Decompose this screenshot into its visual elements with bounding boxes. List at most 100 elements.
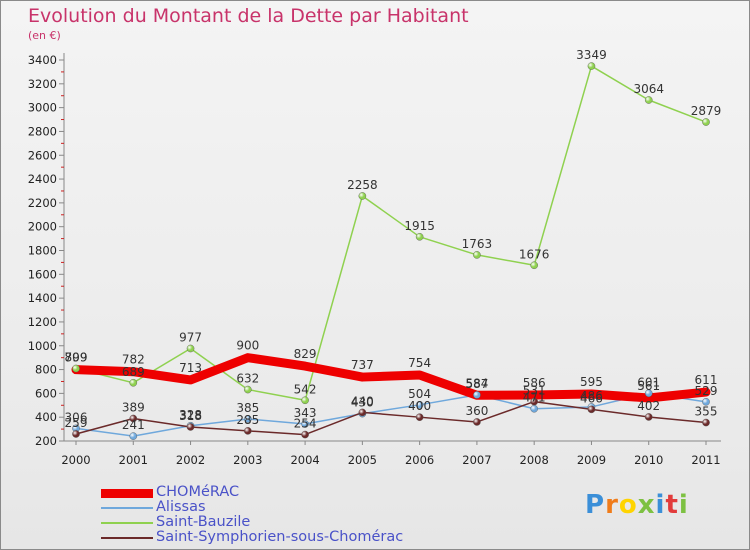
data-label: 440: [351, 394, 374, 408]
data-point: [702, 418, 710, 427]
data-label: 1676: [519, 247, 550, 261]
series-line-0: [71, 353, 711, 403]
y-tick-label: 2200: [28, 196, 57, 210]
legend-swatch: [101, 522, 153, 524]
data-point: [129, 414, 138, 423]
data-point: [301, 430, 309, 439]
y-tick-label: 3400: [28, 53, 57, 67]
x-tick-label: 2002: [176, 453, 205, 467]
data-point: [358, 408, 367, 417]
data-label: 466: [580, 391, 603, 405]
y-tick-label: 2000: [28, 220, 57, 234]
logo-letter: x: [637, 490, 656, 520]
data-label: 2879: [691, 104, 722, 118]
logo-letter: t: [665, 490, 679, 520]
data-point: [244, 427, 252, 435]
data-label: 400: [408, 399, 431, 413]
data-point: [129, 378, 138, 387]
data-point: [702, 398, 710, 406]
data-point: [415, 401, 424, 409]
series-data-labels: 809 689 977 632 542 2258 1915 1763 1676 3349 3064 2…: [65, 48, 722, 432]
legend-label: Alissas: [156, 499, 206, 515]
data-label: 430: [351, 396, 374, 410]
logo-letter: o: [618, 490, 638, 520]
data-label: 782: [122, 353, 145, 367]
series-line-1: [75, 392, 707, 437]
data-label: 595: [580, 375, 603, 389]
legend-swatch: [101, 507, 153, 509]
data-label: 402: [637, 399, 660, 413]
y-tick-label: 3000: [28, 101, 57, 115]
data-point: [644, 389, 653, 398]
y-tick-label: 1600: [28, 267, 57, 281]
data-label: 306: [65, 410, 88, 424]
x-tick-label: 2010: [634, 453, 663, 467]
data-label: 1763: [462, 237, 493, 251]
legend-label: Saint-Symphorien-sous-Chomérac: [156, 529, 404, 545]
y-tick-label: 1200: [28, 315, 57, 329]
x-tick-label: 2001: [119, 453, 148, 467]
x-tick-label: 2003: [233, 453, 262, 467]
y-tick-label: 3200: [28, 77, 57, 91]
chart-axes: 200 400 600 800 1000 1200 1400 1600 1800 2000 2200…: [28, 53, 721, 467]
y-tick-label: 1800: [28, 244, 57, 258]
logo-letter: i: [678, 490, 689, 520]
data-label: 1915: [404, 219, 435, 233]
proxiti-logo: Proxiti: [585, 490, 689, 520]
data-point: [473, 391, 481, 399]
series-lines: [71, 65, 711, 437]
data-point: [473, 418, 481, 426]
data-label: 360: [465, 404, 488, 418]
chart-unit-label: (en €): [28, 29, 61, 42]
data-label: 713: [179, 361, 202, 375]
data-label: 586: [523, 376, 546, 390]
data-point: [186, 423, 195, 431]
data-label: 531: [523, 384, 546, 398]
legend-label: Saint-Bauzile: [156, 514, 251, 530]
logo-letter: r: [605, 490, 619, 520]
data-point: [358, 192, 367, 200]
data-label: 601: [637, 375, 660, 389]
data-point: [644, 96, 653, 104]
data-label: 829: [294, 347, 317, 361]
legend-swatch: [101, 537, 153, 539]
data-label: 584: [465, 376, 488, 390]
x-tick-label: 2008: [520, 453, 549, 467]
chart-title: Evolution du Montant de la Dette par Hab…: [28, 5, 469, 27]
data-label: 689: [122, 365, 145, 379]
data-label: 389: [122, 400, 145, 414]
logo-letter: P: [585, 490, 606, 520]
data-label: 809: [65, 350, 88, 364]
data-label: 285: [236, 413, 259, 427]
x-tick-label: 2005: [348, 453, 377, 467]
series-line-3: [75, 400, 707, 436]
data-point: [72, 364, 80, 373]
series-points: [72, 62, 710, 440]
data-point: [644, 413, 653, 421]
data-label: 3349: [576, 48, 607, 62]
data-label: 529: [695, 384, 718, 398]
legend-label: CHOMéRAC: [156, 484, 240, 500]
series-line-2: [75, 65, 707, 402]
data-label: 254: [294, 417, 317, 431]
data-point: [301, 396, 309, 405]
y-tick-label: 200: [35, 434, 57, 448]
data-point: [301, 420, 309, 428]
data-point: [587, 62, 596, 70]
data-label: 977: [179, 330, 202, 344]
data-point: [587, 405, 596, 414]
data-point: [530, 261, 538, 270]
y-minor-ticks: [61, 71, 64, 430]
data-label: 259: [65, 416, 88, 430]
data-label: 471: [523, 391, 546, 405]
data-label: 611: [695, 373, 718, 387]
data-point: [244, 415, 252, 423]
data-label: 542: [294, 382, 317, 396]
x-tick-label: 2011: [691, 453, 720, 467]
data-label: 754: [408, 356, 431, 370]
data-point: [530, 404, 538, 413]
data-label: 504: [408, 387, 431, 401]
x-tick-label: 2004: [290, 453, 319, 467]
